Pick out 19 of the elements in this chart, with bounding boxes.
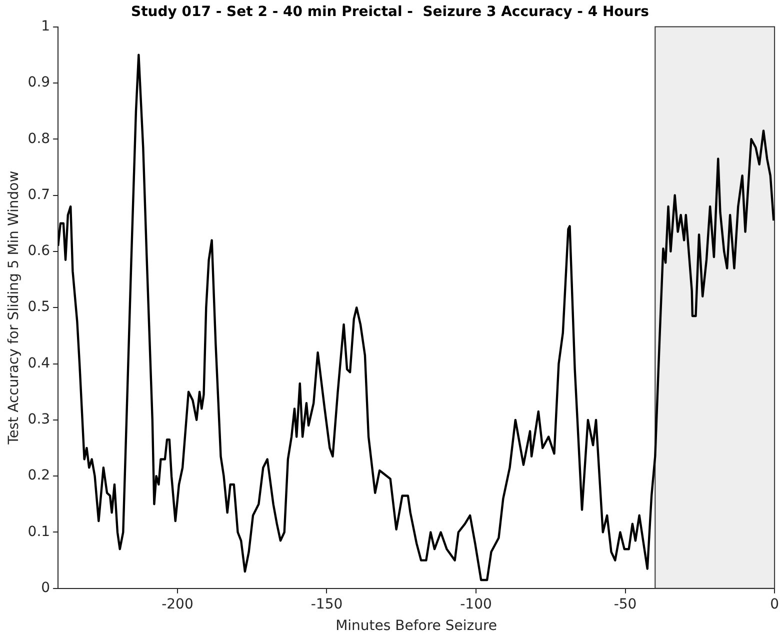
y-tick-label: 1 <box>41 18 50 34</box>
x-tick-label: 0 <box>770 596 780 612</box>
y-tick-label: 0.7 <box>28 186 50 203</box>
y-axis-title: Test Accuracy for Sliding 5 Min Window <box>6 170 22 446</box>
x-tick-label: -150 <box>310 596 343 612</box>
y-tick-label: 0 <box>41 580 50 596</box>
y-tick-label: 0.9 <box>28 74 50 91</box>
x-tick-label: -50 <box>614 596 637 612</box>
y-tick-label: 0.4 <box>28 355 50 372</box>
y-tick-label: 0.2 <box>28 468 50 484</box>
y-tick-label: 0.8 <box>28 130 50 147</box>
y-tick-label: 0.3 <box>28 412 50 428</box>
x-tick-label: -100 <box>460 596 492 612</box>
y-tick-label: 0.6 <box>28 243 50 260</box>
x-tick-label: -200 <box>162 596 194 612</box>
y-tick-label: 0.5 <box>28 299 50 316</box>
y-tick-label: 0.1 <box>28 524 50 540</box>
x-axis-title: Minutes Before Seizure <box>336 618 498 634</box>
chart-title: Study 017 - Set 2 - 40 min Preictal - Seizure 3 Accuracy - 4 Hours <box>131 4 649 20</box>
